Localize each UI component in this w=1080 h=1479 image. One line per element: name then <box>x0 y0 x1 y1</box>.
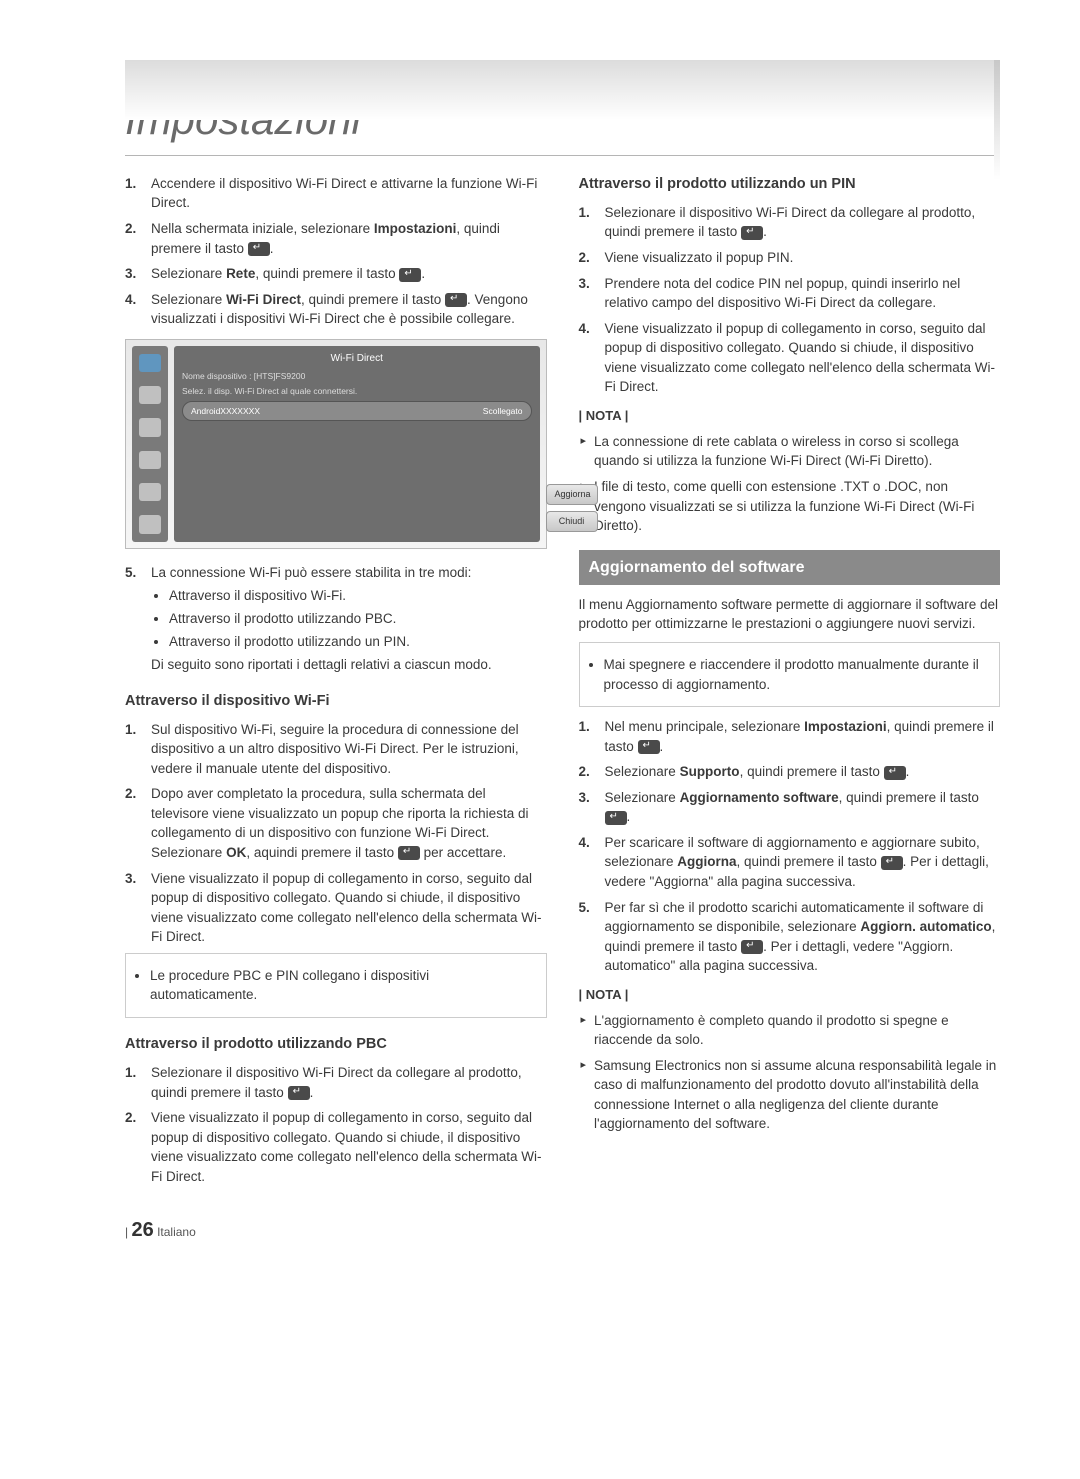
bullet: Attraverso il prodotto utilizzando un PI… <box>169 632 547 652</box>
step: 2.Dopo aver completato la procedura, sul… <box>125 784 547 862</box>
enter-icon <box>881 856 903 870</box>
step: 4.Per scaricare il software di aggiornam… <box>579 833 1001 892</box>
device-screenshot: Wi-Fi Direct Nome dispositivo : [HTS]FS9… <box>125 339 547 549</box>
step: 3.Selezionare Rete, quindi premere il ta… <box>125 264 547 284</box>
device-list-row: AndroidXXXXXXX Scollegato <box>182 401 532 421</box>
page: Impostazioni 1.Accendere il dispositivo … <box>0 0 1080 1285</box>
step: 3.Viene visualizzato il popup di collega… <box>125 869 547 947</box>
nota-item: L'aggiornamento è completo quando il pro… <box>581 1011 1001 1050</box>
nota-list: La connessione di rete cablata o wireles… <box>581 432 1001 536</box>
columns: 1.Accendere il dispositivo Wi-Fi Direct … <box>125 174 1000 1192</box>
right-column: Attraverso il prodotto utilizzando un PI… <box>579 174 1001 1192</box>
step: 3.Prendere nota del codice PIN nel popup… <box>579 274 1001 313</box>
subheading-pin: Attraverso il prodotto utilizzando un PI… <box>579 174 1001 195</box>
nota-list: L'aggiornamento è completo quando il pro… <box>581 1011 1001 1134</box>
enter-icon <box>288 1086 310 1100</box>
device-buttons: Aggiorna Chiudi <box>546 484 598 532</box>
warn-bullets: Mai spegnere e riaccendere il prodotto m… <box>604 655 990 694</box>
enter-icon <box>398 846 420 860</box>
step-5: 5. La connessione Wi-Fi può essere stabi… <box>125 563 547 675</box>
tv-icon <box>139 354 161 372</box>
pin-steps: 1.Selezionare il dispositivo Wi-Fi Direc… <box>579 203 1001 397</box>
step: 3.Selezionare Aggiornamento software, qu… <box>579 788 1001 827</box>
wifi-steps: 1.Sul dispositivo Wi-Fi, seguire la proc… <box>125 720 547 947</box>
enter-icon <box>741 940 763 954</box>
step: 2.Nella schermata iniziale, selezionare … <box>125 219 547 258</box>
page-footer: | 26 Italiano <box>125 1216 1000 1245</box>
step: 5. La connessione Wi-Fi può essere stabi… <box>125 563 547 675</box>
enter-icon <box>638 740 660 754</box>
nota-label: | NOTA | <box>579 407 1001 426</box>
nota-item: Samsung Electronics non si assume alcuna… <box>581 1056 1001 1134</box>
note-bullets: Le procedure PBC e PIN collegano i dispo… <box>150 966 536 1005</box>
support-icon <box>139 515 161 533</box>
header-gradient <box>125 60 1000 120</box>
left-column: 1.Accendere il dispositivo Wi-Fi Direct … <box>125 174 547 1192</box>
device-status: Scollegato <box>483 405 523 417</box>
enter-icon <box>445 293 467 307</box>
enter-icon <box>605 811 627 825</box>
enter-icon <box>884 766 906 780</box>
nota-label: | NOTA | <box>579 986 1001 1005</box>
step: 2.Viene visualizzato il popup PIN. <box>579 248 1001 268</box>
step: 1.Selezionare il dispositivo Wi-Fi Direc… <box>579 203 1001 242</box>
step: 2.Selezionare Supporto, quindi premere i… <box>579 762 1001 782</box>
warn-item: Mai spegnere e riaccendere il prodotto m… <box>604 655 990 694</box>
device-name: AndroidXXXXXXX <box>191 405 260 417</box>
sub-bullets: Attraverso il dispositivo Wi-Fi. Attrave… <box>169 586 547 651</box>
subheading-wifi: Attraverso il dispositivo Wi-Fi <box>125 691 547 712</box>
enter-icon <box>248 242 270 256</box>
misc-icon <box>139 418 161 436</box>
close-button[interactable]: Chiudi <box>546 511 598 532</box>
refresh-button[interactable]: Aggiorna <box>546 484 598 505</box>
page-number: 26 <box>131 1219 153 1241</box>
step: 1.Selezionare il dispositivo Wi-Fi Direc… <box>125 1063 547 1102</box>
device-line: Nome dispositivo : [HTS]FS9200 <box>182 370 532 382</box>
section-banner: Aggiornamento del software <box>579 550 1001 585</box>
intro-para: Il menu Aggiornamento software permette … <box>579 595 1001 634</box>
bullet: Attraverso il dispositivo Wi-Fi. <box>169 586 547 606</box>
step: 4.Viene visualizzato il popup di collega… <box>579 319 1001 397</box>
device-sidebar <box>132 346 168 542</box>
mail-icon <box>139 451 161 469</box>
bullet: Attraverso il prodotto utilizzando PBC. <box>169 609 547 629</box>
steps-initial: 1.Accendere il dispositivo Wi-Fi Direct … <box>125 174 547 329</box>
gear-icon <box>139 483 161 501</box>
enter-icon <box>399 268 421 282</box>
subheading-pbc: Attraverso il prodotto utilizzando PBC <box>125 1034 547 1055</box>
globe-icon <box>139 386 161 404</box>
footer-lang: Italiano <box>157 1225 196 1239</box>
software-steps: 1.Nel menu principale, selezionare Impos… <box>579 717 1001 976</box>
device-line: Selez. il disp. Wi-Fi Direct al quale co… <box>182 385 532 397</box>
device-frame: Wi-Fi Direct Nome dispositivo : [HTS]FS9… <box>125 339 547 549</box>
nota-item: I file di testo, come quelli con estensi… <box>581 477 1001 536</box>
step: 5.Per far sì che il prodotto scarichi au… <box>579 898 1001 976</box>
step: 1.Nel menu principale, selezionare Impos… <box>579 717 1001 756</box>
note-item: Le procedure PBC e PIN collegano i dispo… <box>150 966 536 1005</box>
device-panel-title: Wi-Fi Direct <box>182 352 532 367</box>
step: 2.Viene visualizzato il popup di collega… <box>125 1108 547 1186</box>
footer-bar: | <box>125 1225 128 1239</box>
nota-item: La connessione di rete cablata o wireles… <box>581 432 1001 471</box>
enter-icon <box>741 226 763 240</box>
note-box: Le procedure PBC e PIN collegano i dispo… <box>125 953 547 1018</box>
step: 1.Sul dispositivo Wi-Fi, seguire la proc… <box>125 720 547 779</box>
device-main-panel: Wi-Fi Direct Nome dispositivo : [HTS]FS9… <box>174 346 540 542</box>
pbc-steps: 1.Selezionare il dispositivo Wi-Fi Direc… <box>125 1063 547 1186</box>
step: 4.Selezionare Wi-Fi Direct, quindi preme… <box>125 290 547 329</box>
warning-box: Mai spegnere e riaccendere il prodotto m… <box>579 642 1001 707</box>
step: 1.Accendere il dispositivo Wi-Fi Direct … <box>125 174 547 213</box>
